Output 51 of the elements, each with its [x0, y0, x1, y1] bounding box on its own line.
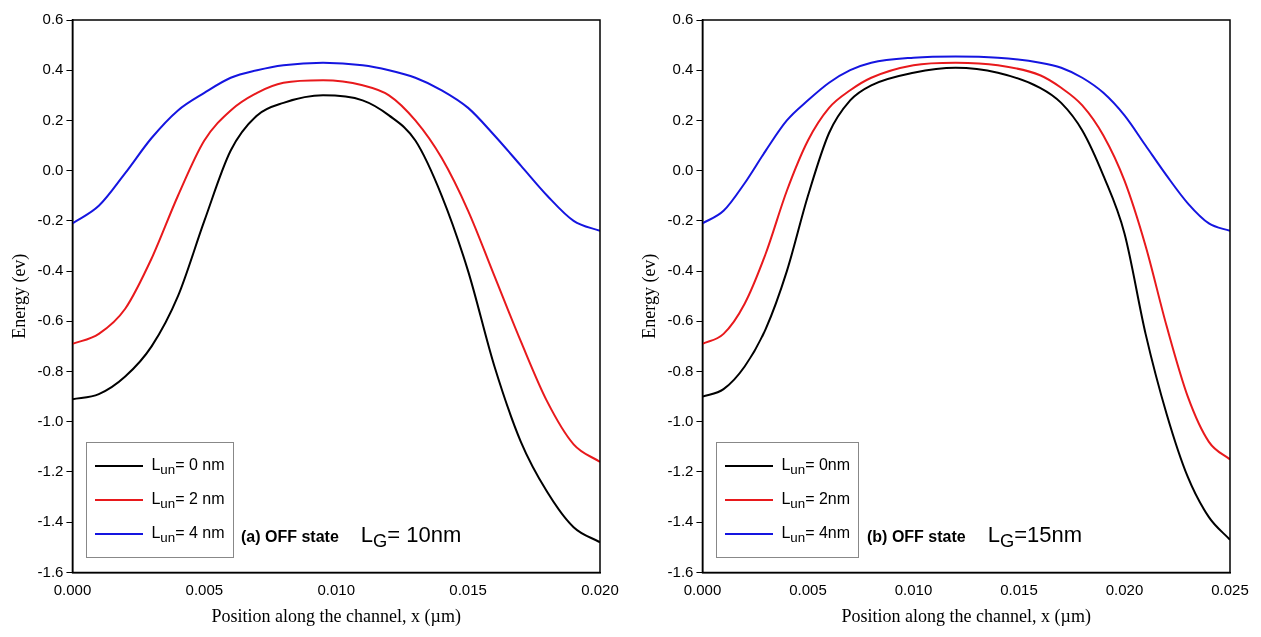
legend-label: L$_{un}$= 2 nm — [151, 489, 225, 511]
x-tick-label: 0.005 — [789, 580, 827, 598]
annotation: L$_{G}$= 10nm — [360, 522, 462, 553]
x-tick-label: 0.000 — [683, 580, 722, 598]
x-tick-label: 0.025 — [1211, 580, 1249, 598]
y-tick-label: 0.0 — [42, 160, 64, 178]
y-tick-label: -1.4 — [37, 512, 64, 530]
y-tick-label: 0.4 — [672, 60, 694, 78]
y-tick-label: -0.2 — [667, 211, 694, 229]
annotation: (a) OFF state — [241, 528, 339, 547]
legend-label: L$_{un}$= 0 nm — [151, 455, 225, 477]
x-tick-label: 0.015 — [449, 580, 487, 598]
y-tick-label: -1.2 — [37, 462, 64, 480]
legend-label: L$_{un}$= 4 nm — [151, 523, 225, 545]
y-axis-title: Energy (ev) — [8, 253, 30, 339]
y-tick-label: -1.6 — [667, 562, 694, 580]
y-tick-label: -0.4 — [37, 261, 64, 279]
legend-label: L$_{un}$= 2nm — [781, 489, 851, 511]
line-series — [72, 61, 600, 232]
line-series — [702, 55, 1230, 232]
y-tick-label: -1.6 — [37, 562, 64, 580]
x-axis-title: Position along the channel, x (µm) — [211, 605, 461, 627]
legend-label: L$_{un}$= 4nm — [781, 523, 851, 545]
y-tick-label: -0.6 — [667, 311, 694, 329]
x-tick-label: 0.005 — [185, 580, 224, 598]
annotation: (b) OFF state — [867, 528, 966, 547]
x-tick-label: 0.015 — [1000, 580, 1038, 598]
x-tick-label: 0.010 — [894, 580, 933, 598]
y-tick-label: -1.4 — [667, 512, 694, 530]
legend-label: L$_{un}$= 0nm — [781, 455, 851, 477]
x-axis-title: Position along the channel, x (µm) — [841, 605, 1091, 627]
y-tick-label: -1.0 — [667, 411, 694, 429]
y-tick-label: -1.2 — [667, 462, 694, 480]
x-tick-label: 0.000 — [53, 580, 92, 598]
y-tick-label: -0.4 — [667, 261, 694, 279]
y-tick-label: 0.0 — [672, 160, 694, 178]
y-tick-label: 0.2 — [42, 110, 64, 128]
y-axis-title: Energy (ev) — [638, 253, 660, 339]
y-tick-label: -1.0 — [37, 411, 64, 429]
y-tick-label: -0.2 — [37, 211, 64, 229]
y-tick-label: -0.8 — [667, 361, 694, 379]
y-tick-label: 0.2 — [672, 110, 694, 128]
annotation: L$_{G}$=15nm — [987, 522, 1083, 553]
y-tick-label: 0.6 — [42, 10, 64, 28]
y-tick-label: -0.6 — [37, 311, 64, 329]
y-tick-label: 0.6 — [672, 10, 694, 28]
x-tick-label: 0.020 — [1105, 580, 1144, 598]
x-tick-label: 0.020 — [581, 580, 619, 598]
y-tick-label: 0.4 — [42, 60, 64, 78]
y-tick-label: -0.8 — [37, 361, 64, 379]
x-tick-label: 0.010 — [317, 580, 355, 598]
